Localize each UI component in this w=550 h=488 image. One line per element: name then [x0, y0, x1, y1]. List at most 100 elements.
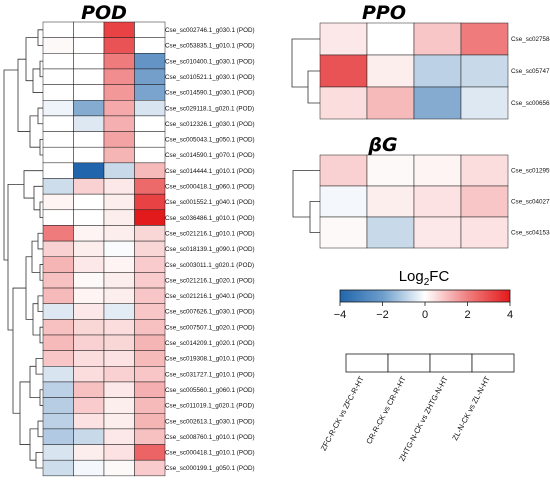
heatmap-cell	[42, 68, 74, 85]
row-label: Cse_sc000418.1_g060.1 (POD)	[165, 184, 255, 191]
heatmap-cell	[134, 115, 166, 132]
heatmap-cell	[73, 272, 105, 289]
heatmap-cell	[73, 178, 105, 195]
column-key-box	[387, 353, 431, 373]
row-label: Cse_sc003011.1_g020.1 (POD)	[165, 262, 254, 269]
heatmap-cell	[134, 287, 166, 304]
heatmap-cell	[73, 84, 105, 101]
heatmap-cell	[134, 428, 166, 445]
heatmap-cell	[103, 68, 135, 85]
dendrogram-branch	[17, 58, 30, 132]
dendrogram-branch	[3, 69, 18, 261]
heatmap-cell	[413, 22, 462, 56]
heatmap-cell	[460, 216, 509, 249]
heatmap-cell	[460, 86, 509, 120]
heatmap-cell	[42, 334, 74, 351]
heatmap-cell	[103, 178, 135, 195]
row-label: Cse_sc012959.1_g030.1 (βG)	[511, 168, 550, 175]
heatmap-cell	[103, 381, 135, 398]
bg-row-labels: Cse_sc012959.1_g030.1 (βG) Cse_sc040277.1…	[511, 168, 550, 237]
row-label: Cse_sc021216.1_g010.1 (POD)	[165, 230, 255, 237]
heatmap-cell	[134, 240, 166, 258]
row-label: Cse_sc021216.1_g040.1 (POD)	[165, 293, 255, 300]
heatmap-cell	[134, 459, 166, 477]
legend-tick-label: 2	[464, 309, 470, 321]
heatmap-cell	[134, 381, 166, 398]
heatmap-cell	[134, 350, 166, 367]
dendrogram-branch	[7, 183, 24, 331]
heatmap-cell	[73, 413, 105, 430]
heatmap-cell	[366, 185, 415, 218]
dendrogram-branch	[291, 38, 320, 88]
heatmap-cell	[103, 53, 135, 70]
heatmap-cell	[103, 319, 135, 336]
row-label: Cse_sc007507.1_g020.1 (POD)	[165, 324, 255, 331]
dendrogram-branch	[19, 381, 30, 445]
heatmap-cell	[134, 225, 166, 242]
heatmap-cell	[103, 303, 135, 320]
row-label: Cse_sc001552.1_g040.1 (POD)	[165, 199, 255, 206]
heatmap-cell	[73, 287, 105, 304]
heatmap-cell	[103, 193, 135, 211]
column-label: ZFC-R-CK vs ZFC-R-HT	[319, 374, 366, 452]
heatmap-cell	[134, 100, 166, 117]
row-label: Cse_sc014444.1_g010.1 (POD)	[165, 168, 255, 175]
heatmap-cell	[42, 53, 74, 70]
row-label: Cse_sc018139.1_g090.1 (POD)	[165, 246, 255, 253]
heatmap-cell	[460, 54, 509, 88]
heatmap-cell	[460, 22, 509, 56]
heatmap-cell	[134, 256, 166, 273]
heatmap-cell	[42, 131, 74, 148]
heatmap-cell	[134, 193, 166, 211]
legend-tick-label: 0	[422, 309, 428, 321]
legend-tick-label: −2	[376, 309, 389, 321]
heatmap-cell	[42, 115, 74, 132]
heatmap-cell	[42, 413, 74, 430]
ppo-row-labels: Cse_sc027584.1_g010.1 (PPO) Cse_sc057471.…	[511, 36, 550, 107]
heatmap-cell	[42, 178, 74, 195]
heatmap-cell	[366, 22, 415, 56]
dendrogram-branch	[37, 295, 43, 312]
heatmap-cell	[103, 287, 135, 304]
dendrogram-branch	[309, 201, 320, 233]
ppo-dendrogram	[291, 38, 320, 104]
row-label: Cse_sc021216.1_g020.1 (POD)	[165, 277, 255, 284]
dendrogram-branch	[37, 29, 43, 46]
heatmap-cell	[103, 444, 135, 461]
legend-title-main: Log	[399, 268, 424, 285]
row-label: Cse_sc027584.1_g010.1 (PPO)	[511, 36, 550, 43]
row-label: Cse_sc012326.1_g030.1 (POD)	[165, 121, 255, 128]
heatmap-cell	[73, 193, 105, 211]
legend-gradient-bar	[339, 289, 511, 303]
heatmap-cell	[73, 256, 105, 273]
heatmap-cell	[134, 178, 166, 195]
bg-dendrogram	[292, 170, 320, 233]
heatmap-cell	[134, 319, 166, 336]
dendrogram-branch	[39, 264, 43, 281]
pod-dendrogram	[3, 29, 43, 469]
column-key-box	[429, 353, 473, 373]
heatmap-cell	[42, 193, 74, 211]
heatmap-cell	[73, 21, 105, 38]
dendrogram-branch	[29, 428, 38, 461]
column-label: ZL-N-CK vs ZL-N-HT	[450, 374, 492, 441]
heatmap-cell	[42, 240, 74, 258]
heatmap-cell	[134, 413, 166, 430]
legend-tick-label: 4	[507, 309, 513, 321]
heatmap-cell	[413, 216, 462, 249]
row-label: Cse_sc014590.1_g070.1 (POD)	[165, 152, 255, 159]
heatmap-cell	[103, 37, 135, 54]
legend-title: Log2FC	[399, 268, 450, 288]
heatmap-cell	[73, 100, 105, 117]
dendrogram-branch	[307, 70, 320, 104]
heatmap-cell	[103, 413, 135, 430]
row-label: Cse_sc036486.1_g010.1 (POD)	[165, 215, 255, 222]
dendrogram-branch	[32, 303, 40, 336]
heatmap-cell	[73, 162, 105, 179]
heatmap-cell	[134, 209, 166, 226]
heatmap-cell	[366, 154, 415, 187]
heatmap-cell	[413, 54, 462, 88]
row-label: Cse_sc040277.1_g010.1 (βG)	[511, 199, 550, 206]
heatmap-cell	[134, 272, 166, 289]
